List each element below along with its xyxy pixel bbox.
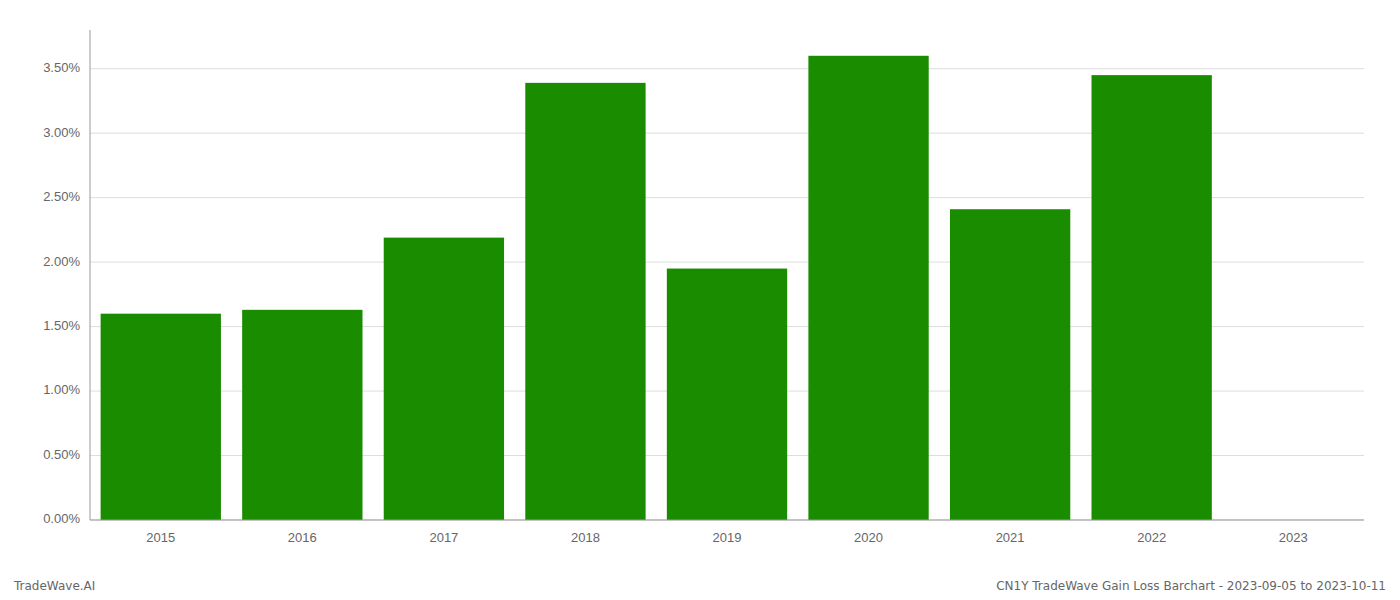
y-tick-label: 2.50% bbox=[43, 189, 80, 204]
y-tick-label: 1.00% bbox=[43, 382, 80, 397]
bar bbox=[950, 209, 1070, 520]
footer-text: TradeWave.AI bbox=[13, 579, 95, 593]
bars bbox=[101, 56, 1212, 520]
bar bbox=[101, 314, 221, 520]
x-tick-label: 2022 bbox=[1137, 530, 1166, 545]
x-tick-label: 2023 bbox=[1279, 530, 1308, 545]
annotations: TradeWave.AI CN1Y TradeWave Gain Loss Bar… bbox=[13, 579, 1386, 593]
x-tick-label: 2016 bbox=[288, 530, 317, 545]
y-tick-label: 2.00% bbox=[43, 254, 80, 269]
chart-container: 0.00% 0.50% 1.00% 1.50% 2.00% 2.50% 3.00% 3.50%… bbox=[0, 0, 1400, 600]
bar bbox=[667, 269, 787, 520]
y-tick-label: 1.50% bbox=[43, 318, 80, 333]
bar bbox=[808, 56, 928, 520]
chart-svg: 0.00% 0.50% 1.00% 1.50% 2.00% 2.50% 3.00% 3.50%… bbox=[0, 0, 1400, 600]
y-tick-label: 0.50% bbox=[43, 447, 80, 462]
x-axis-line bbox=[90, 520, 1364, 521]
bar bbox=[384, 238, 504, 520]
x-tick-label: 2015 bbox=[146, 530, 175, 545]
grid-line bbox=[90, 68, 1364, 69]
x-tick-label: 2020 bbox=[854, 530, 883, 545]
x-tick-label: 2017 bbox=[429, 530, 458, 545]
x-tick-label: 2021 bbox=[996, 530, 1025, 545]
y-axis-line bbox=[90, 30, 91, 520]
x-tick-label: 2019 bbox=[713, 530, 742, 545]
y-tick-label: 3.50% bbox=[43, 60, 80, 75]
x-tick-label: 2018 bbox=[571, 530, 600, 545]
y-tick-label: 3.00% bbox=[43, 125, 80, 140]
x-axis: 2015 2016 2017 2018 2019 2020 2021 2022 2023 bbox=[90, 520, 1364, 545]
page: {"chart_data": {"type": "bar", "categori… bbox=[0, 0, 1400, 600]
grid-line bbox=[90, 520, 1364, 521]
bar bbox=[242, 310, 362, 520]
footer-text: CN1Y TradeWave Gain Loss Barchart - 2023… bbox=[996, 579, 1386, 593]
bar bbox=[1092, 75, 1212, 520]
grid bbox=[90, 69, 1364, 520]
bar bbox=[525, 83, 645, 520]
y-axis: 0.00% 0.50% 1.00% 1.50% 2.00% 2.50% 3.00% 3.50% bbox=[43, 30, 90, 526]
y-tick-label: 0.00% bbox=[43, 511, 80, 526]
